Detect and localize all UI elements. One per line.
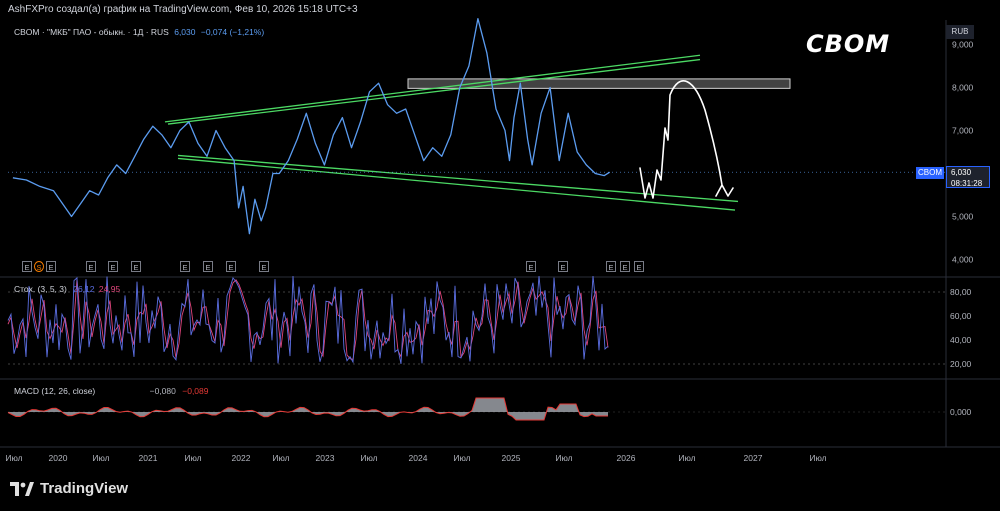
event-marker[interactable]: S [34,261,44,272]
macd-histogram-area [8,398,608,420]
event-marker[interactable]: E [86,261,96,272]
attribution-text: AshFXPro создал(а) график на TradingView… [8,4,358,15]
handwritten-ticker-note: CBOM [806,30,891,58]
macd-signal-line [7,397,608,421]
forecast-drawing [639,80,734,199]
x-tick-label: Июл [678,453,695,463]
x-tick-label: 2023 [316,453,335,463]
event-marker[interactable]: E [108,261,118,272]
x-tick-label: 2024 [409,453,428,463]
footer [0,470,1000,511]
stoch-legend: Стох. (3, 5, 3) 26,12 24,95 [14,284,120,294]
event-marker[interactable]: E [46,261,56,272]
stoch-y-tick-label: 20,00 [950,359,972,369]
main-legend: CBOM · "МКБ" ПАО - обыкн. · 1Д · RUS 6,0… [14,27,264,37]
attribution-bar: AshFXPro создал(а) график на TradingView… [0,0,1000,20]
event-marker[interactable]: E [226,261,236,272]
symbol-title: CBOM · "МКБ" ПАО - обыкн. · 1Д · RUS [14,27,169,37]
event-marker[interactable]: E [22,261,32,272]
macd-title: MACD (12, 26, close) [14,386,96,396]
chart-canvas[interactable]: 9,0008,0007,0006,0005,0004,00080,0060,00… [0,0,1000,470]
x-tick-label: 2025 [502,453,521,463]
x-tick-label: Июл [360,453,377,463]
macd-signal-value: −0,089 [182,386,209,396]
x-tick-label: Июл [5,453,22,463]
last-price: 6,030 [174,27,196,37]
macd-hist-value: −0,080 [149,386,176,396]
x-tick-label: 2026 [617,453,636,463]
stoch-d-value: 24,95 [98,284,121,294]
tradingview-brand: TradingView [40,480,129,497]
stoch-y-tick-label: 60,00 [950,311,972,321]
x-tick-label: 2020 [49,453,68,463]
x-tick-label: Июл [555,453,572,463]
channel-lower-line [177,157,736,211]
y-tick-label: 7,000 [952,126,974,136]
y-tick-label: 4,000 [952,255,974,265]
tradingview-logo-icon [10,481,34,496]
event-marker[interactable]: E [620,261,630,272]
event-marker[interactable]: E [606,261,616,272]
x-tick-label: Июл [453,453,470,463]
price-line [12,18,611,235]
price-tag-countdown: 08:31:28 [951,179,983,188]
stoch-y-tick-label: 80,00 [950,287,972,297]
event-marker[interactable]: E [203,261,213,272]
price-change: −0,074 (−1,21%) [200,27,265,37]
x-tick-label: Июл [272,453,289,463]
x-tick-label: Июл [184,453,201,463]
symbol-badge: CBOM [916,167,944,179]
event-marker[interactable]: E [558,261,568,272]
currency-label[interactable]: RUB [946,25,974,39]
event-marker[interactable]: E [634,261,644,272]
event-marker[interactable]: E [259,261,269,272]
stoch-k-value: 26,12 [73,284,95,294]
x-tick-label: 2021 [139,453,158,463]
last-price-tag: 6,030 08:31:28 [946,166,990,188]
y-tick-label: 5,000 [952,212,974,222]
channel-upper-line [167,58,701,125]
x-tick-label: 2022 [232,453,251,463]
y-tick-label: 8,000 [952,83,974,93]
event-marker[interactable]: E [526,261,536,272]
stoch-k-line [7,275,609,364]
x-tick-label: Июл [809,453,826,463]
x-tick-label: Июл [92,453,109,463]
y-tick-label: 9,000 [952,40,974,50]
macd-legend: MACD (12, 26, close) −0,080 −0,089 [14,386,209,396]
x-tick-label: 2027 [744,453,763,463]
event-marker[interactable]: E [131,261,141,272]
event-marker[interactable]: E [180,261,190,272]
stoch-y-tick-label: 40,00 [950,335,972,345]
resistance-zone [407,78,791,89]
macd-y-tick-label: 0,000 [950,407,972,417]
price-tag-value: 6,030 [951,168,972,177]
tradingview-logo[interactable]: TradingView [10,480,128,497]
channel-upper-line [164,54,701,123]
stoch-title: Стох. (3, 5, 3) [14,284,67,294]
